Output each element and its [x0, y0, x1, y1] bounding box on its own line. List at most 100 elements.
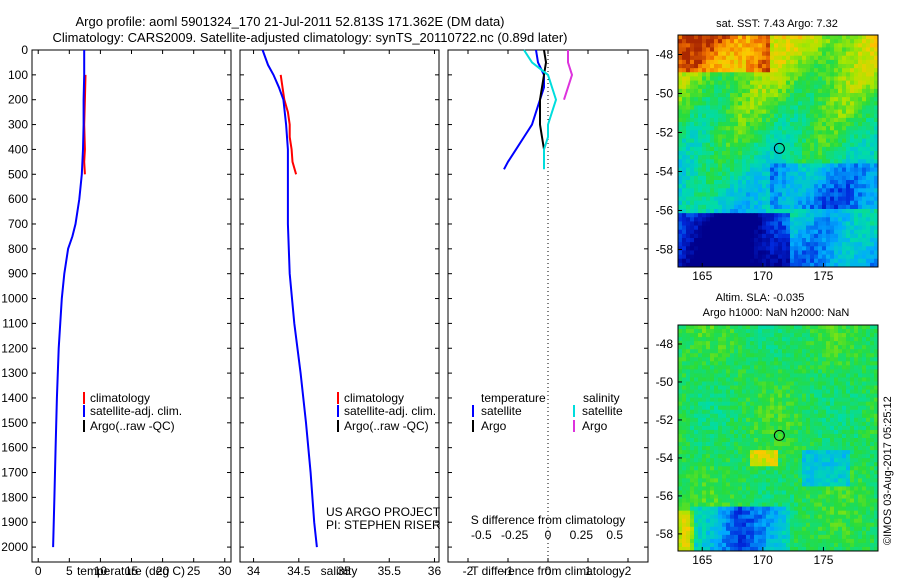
map-cell	[750, 262, 755, 268]
map-cell	[842, 385, 847, 390]
map-cell	[698, 254, 703, 260]
map-cell	[830, 47, 835, 52]
map-cell	[874, 421, 879, 427]
map-cell	[770, 425, 775, 431]
map-cell	[806, 385, 811, 390]
map-cell	[830, 405, 835, 411]
map-cell	[746, 250, 751, 255]
map-cell	[838, 126, 843, 131]
map-cell	[746, 442, 751, 447]
map-cell	[834, 93, 839, 98]
map-cell	[862, 462, 867, 467]
map-cell	[842, 180, 847, 185]
map-cell	[718, 377, 723, 382]
map-cell	[858, 454, 863, 459]
map-cell	[810, 59, 815, 65]
map-cell	[694, 221, 699, 226]
map-cell	[754, 397, 759, 403]
map-cell	[722, 478, 727, 483]
map-cell	[714, 76, 719, 81]
map-cell	[854, 393, 859, 399]
map-cell	[726, 458, 731, 463]
map-cell	[786, 349, 791, 354]
map-cell	[754, 188, 759, 193]
map-cell	[834, 184, 839, 189]
map-cell	[738, 55, 743, 61]
map-cell	[758, 242, 763, 247]
map-cell	[774, 385, 779, 390]
map-cell	[750, 130, 755, 135]
map-cell	[710, 192, 715, 197]
map-cell	[870, 369, 875, 374]
map-cell	[770, 229, 775, 235]
map-cell	[790, 333, 795, 338]
map-cell	[874, 84, 879, 90]
map-cell	[834, 393, 839, 399]
map-cell	[698, 84, 703, 90]
map-cell	[774, 80, 779, 86]
map-cell	[802, 146, 807, 152]
map-cell	[814, 401, 819, 407]
map-cell	[722, 68, 727, 73]
map-cell	[690, 373, 695, 378]
sst-map-frame	[677, 34, 879, 268]
map-cell	[694, 43, 699, 48]
map-cell	[778, 365, 783, 370]
map-cell	[798, 43, 803, 48]
map-cell	[758, 59, 763, 65]
map-cell	[854, 389, 859, 395]
sla-map-title-line-1: Altim. SLA: -0.035	[716, 292, 805, 304]
map-cell	[802, 175, 807, 181]
map-cell	[758, 113, 763, 119]
map-cell	[754, 349, 759, 354]
map-cell	[862, 151, 867, 156]
map-cell	[718, 413, 723, 419]
map-cell	[786, 417, 791, 423]
map-cell	[770, 385, 775, 390]
map-cell	[718, 333, 723, 338]
map-cell	[722, 345, 727, 350]
map-cell	[698, 381, 703, 386]
map-cell	[858, 242, 863, 247]
map-cell	[838, 353, 843, 358]
map-cell	[694, 159, 699, 164]
map-cell	[750, 349, 755, 354]
map-cell	[750, 365, 755, 370]
map-cell	[830, 51, 835, 57]
map-cell	[738, 109, 743, 115]
map-cell	[710, 341, 715, 346]
map-cell	[798, 373, 803, 378]
map-cell	[706, 105, 711, 110]
map-cell	[730, 250, 735, 255]
map-cell	[794, 373, 799, 378]
map-cell	[702, 142, 707, 148]
map-cell	[838, 413, 843, 419]
map-cell	[738, 349, 743, 354]
map-cell	[806, 458, 811, 463]
map-cell	[818, 155, 823, 160]
map-cell	[874, 405, 879, 411]
map-cell	[826, 345, 831, 350]
map-cell	[750, 51, 755, 57]
map-cell	[858, 80, 863, 86]
map-cell	[734, 405, 739, 411]
map-cell	[766, 138, 771, 144]
map-cell	[786, 421, 791, 427]
map-cell	[686, 246, 691, 251]
map-cell	[722, 171, 727, 177]
map-cell	[766, 349, 771, 354]
map-cell	[834, 450, 839, 455]
map-cell	[718, 405, 723, 411]
map-cell	[822, 192, 827, 197]
map-cell	[778, 188, 783, 193]
map-cell	[810, 80, 815, 86]
map-cell	[762, 369, 767, 374]
map-cell	[710, 377, 715, 382]
map-cell	[866, 345, 871, 350]
map-cell	[766, 250, 771, 255]
map-cell	[754, 72, 759, 77]
map-cell	[730, 377, 735, 382]
map-cell	[682, 373, 687, 378]
map-cell	[782, 84, 787, 90]
map-cell	[822, 401, 827, 407]
